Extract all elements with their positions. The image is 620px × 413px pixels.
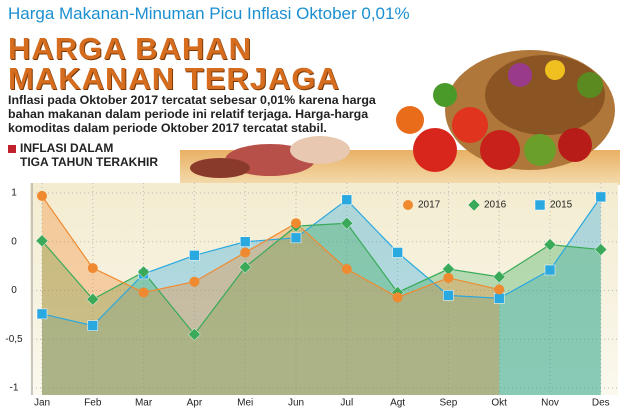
marker	[37, 190, 47, 201]
marker	[403, 200, 413, 210]
marker	[543, 238, 557, 252]
x-tick-label: Jul	[340, 398, 353, 409]
marker	[189, 276, 200, 287]
marker	[594, 243, 608, 256]
marker	[239, 236, 251, 247]
marker	[290, 232, 302, 244]
food-illustration	[180, 50, 620, 185]
x-tick-label: Feb	[84, 398, 102, 409]
y-tick-label: 1	[11, 188, 17, 199]
marker	[291, 218, 301, 229]
chart-title-line: TIGA TAHUN TERAKHIR	[20, 155, 158, 169]
paragraph-line: bahan makanan dalam periode ini relatif …	[8, 107, 369, 121]
marker	[595, 191, 607, 203]
x-tick-label: Sep	[440, 398, 458, 409]
x-tick-label: Mar	[135, 398, 153, 409]
area	[42, 196, 601, 395]
page-title: Harga Makanan-Minuman Picu Inflasi Oktob…	[8, 4, 410, 23]
marker	[240, 247, 251, 258]
marker	[392, 292, 403, 303]
x-tick-label: Agt	[390, 398, 405, 409]
marker	[188, 328, 201, 341]
series-line	[41, 195, 500, 298]
marker	[35, 234, 49, 248]
marker	[544, 264, 556, 276]
marker	[467, 198, 481, 212]
marker	[238, 260, 252, 274]
headline-line: MAKANAN TERJAGA	[8, 61, 340, 96]
marker	[86, 292, 100, 306]
y-tick-label: -0,5	[5, 334, 23, 345]
area	[42, 195, 500, 395]
marker	[138, 287, 149, 298]
marker	[340, 216, 354, 230]
x-tick-label: Apr	[187, 398, 203, 409]
subtitle-bullet	[8, 145, 16, 153]
series-line	[41, 196, 602, 327]
marker	[341, 264, 352, 275]
marker	[493, 293, 505, 304]
headline-line: HARGA BAHAN	[8, 31, 253, 66]
legend-label: 2015	[550, 200, 573, 211]
x-tick-label: Jun	[288, 398, 304, 409]
paragraph: Inflasi pada Oktober 2017 tercatat sebes…	[8, 93, 376, 135]
marker	[87, 320, 99, 331]
paragraph-line: komoditas dalam periode Oktober 2017 ter…	[8, 121, 327, 135]
marker	[137, 265, 150, 279]
marker	[36, 308, 48, 320]
x-tick-label: Des	[592, 398, 610, 409]
marker	[341, 194, 353, 206]
marker	[494, 284, 505, 295]
area	[42, 223, 601, 395]
y-tick-label: 0	[11, 285, 17, 296]
y-tick-label: 0	[11, 236, 17, 247]
marker	[443, 272, 454, 283]
series-line	[41, 222, 601, 336]
marker	[534, 199, 546, 211]
x-tick-label: Nov	[541, 398, 559, 409]
marker	[492, 270, 506, 284]
x-tick-label: Okt	[491, 398, 507, 409]
chart-title: INFLASI DALAM TIGA TAHUN TERAKHIR	[20, 141, 158, 169]
legend-label: 2017	[418, 200, 441, 211]
chart-title-line: INFLASI DALAM	[20, 141, 114, 155]
marker	[87, 263, 98, 274]
marker	[443, 290, 454, 301]
y-tick-label: -1	[10, 383, 19, 394]
marker	[189, 250, 200, 261]
marker	[392, 247, 403, 258]
headline: HARGA BAHAN MAKANAN TERJAGA	[8, 31, 340, 96]
legend-label: 2016	[484, 200, 507, 211]
paragraph-line: Inflasi pada Oktober 2017 tercatat sebes…	[8, 93, 376, 107]
x-tick-label: Mei	[237, 398, 253, 409]
x-tick-label: Jan	[34, 398, 50, 409]
